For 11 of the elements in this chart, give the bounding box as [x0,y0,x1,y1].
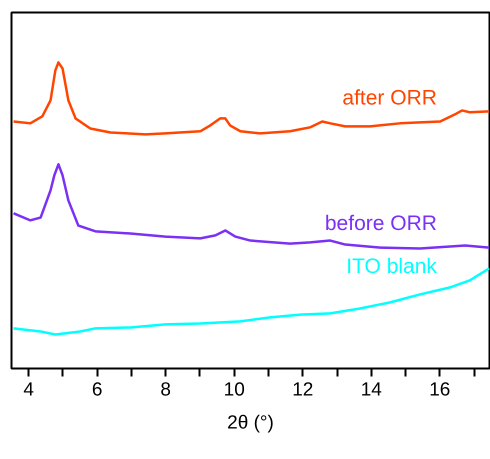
x-tick-label: 16 [429,380,450,400]
x-tick-label: 8 [160,380,171,400]
x-tick-label: 10 [224,380,245,400]
x-axis-title: 2θ (°) [227,412,274,434]
x-tick-label: 6 [92,380,102,400]
x-tick-label: 4 [23,380,34,400]
series-label: after ORR [342,86,437,110]
x-tick-label: 12 [292,380,314,400]
series-label: ITO blank [346,255,438,278]
x-tick-label: 14 [360,380,382,400]
series-label: before ORR [324,212,437,236]
